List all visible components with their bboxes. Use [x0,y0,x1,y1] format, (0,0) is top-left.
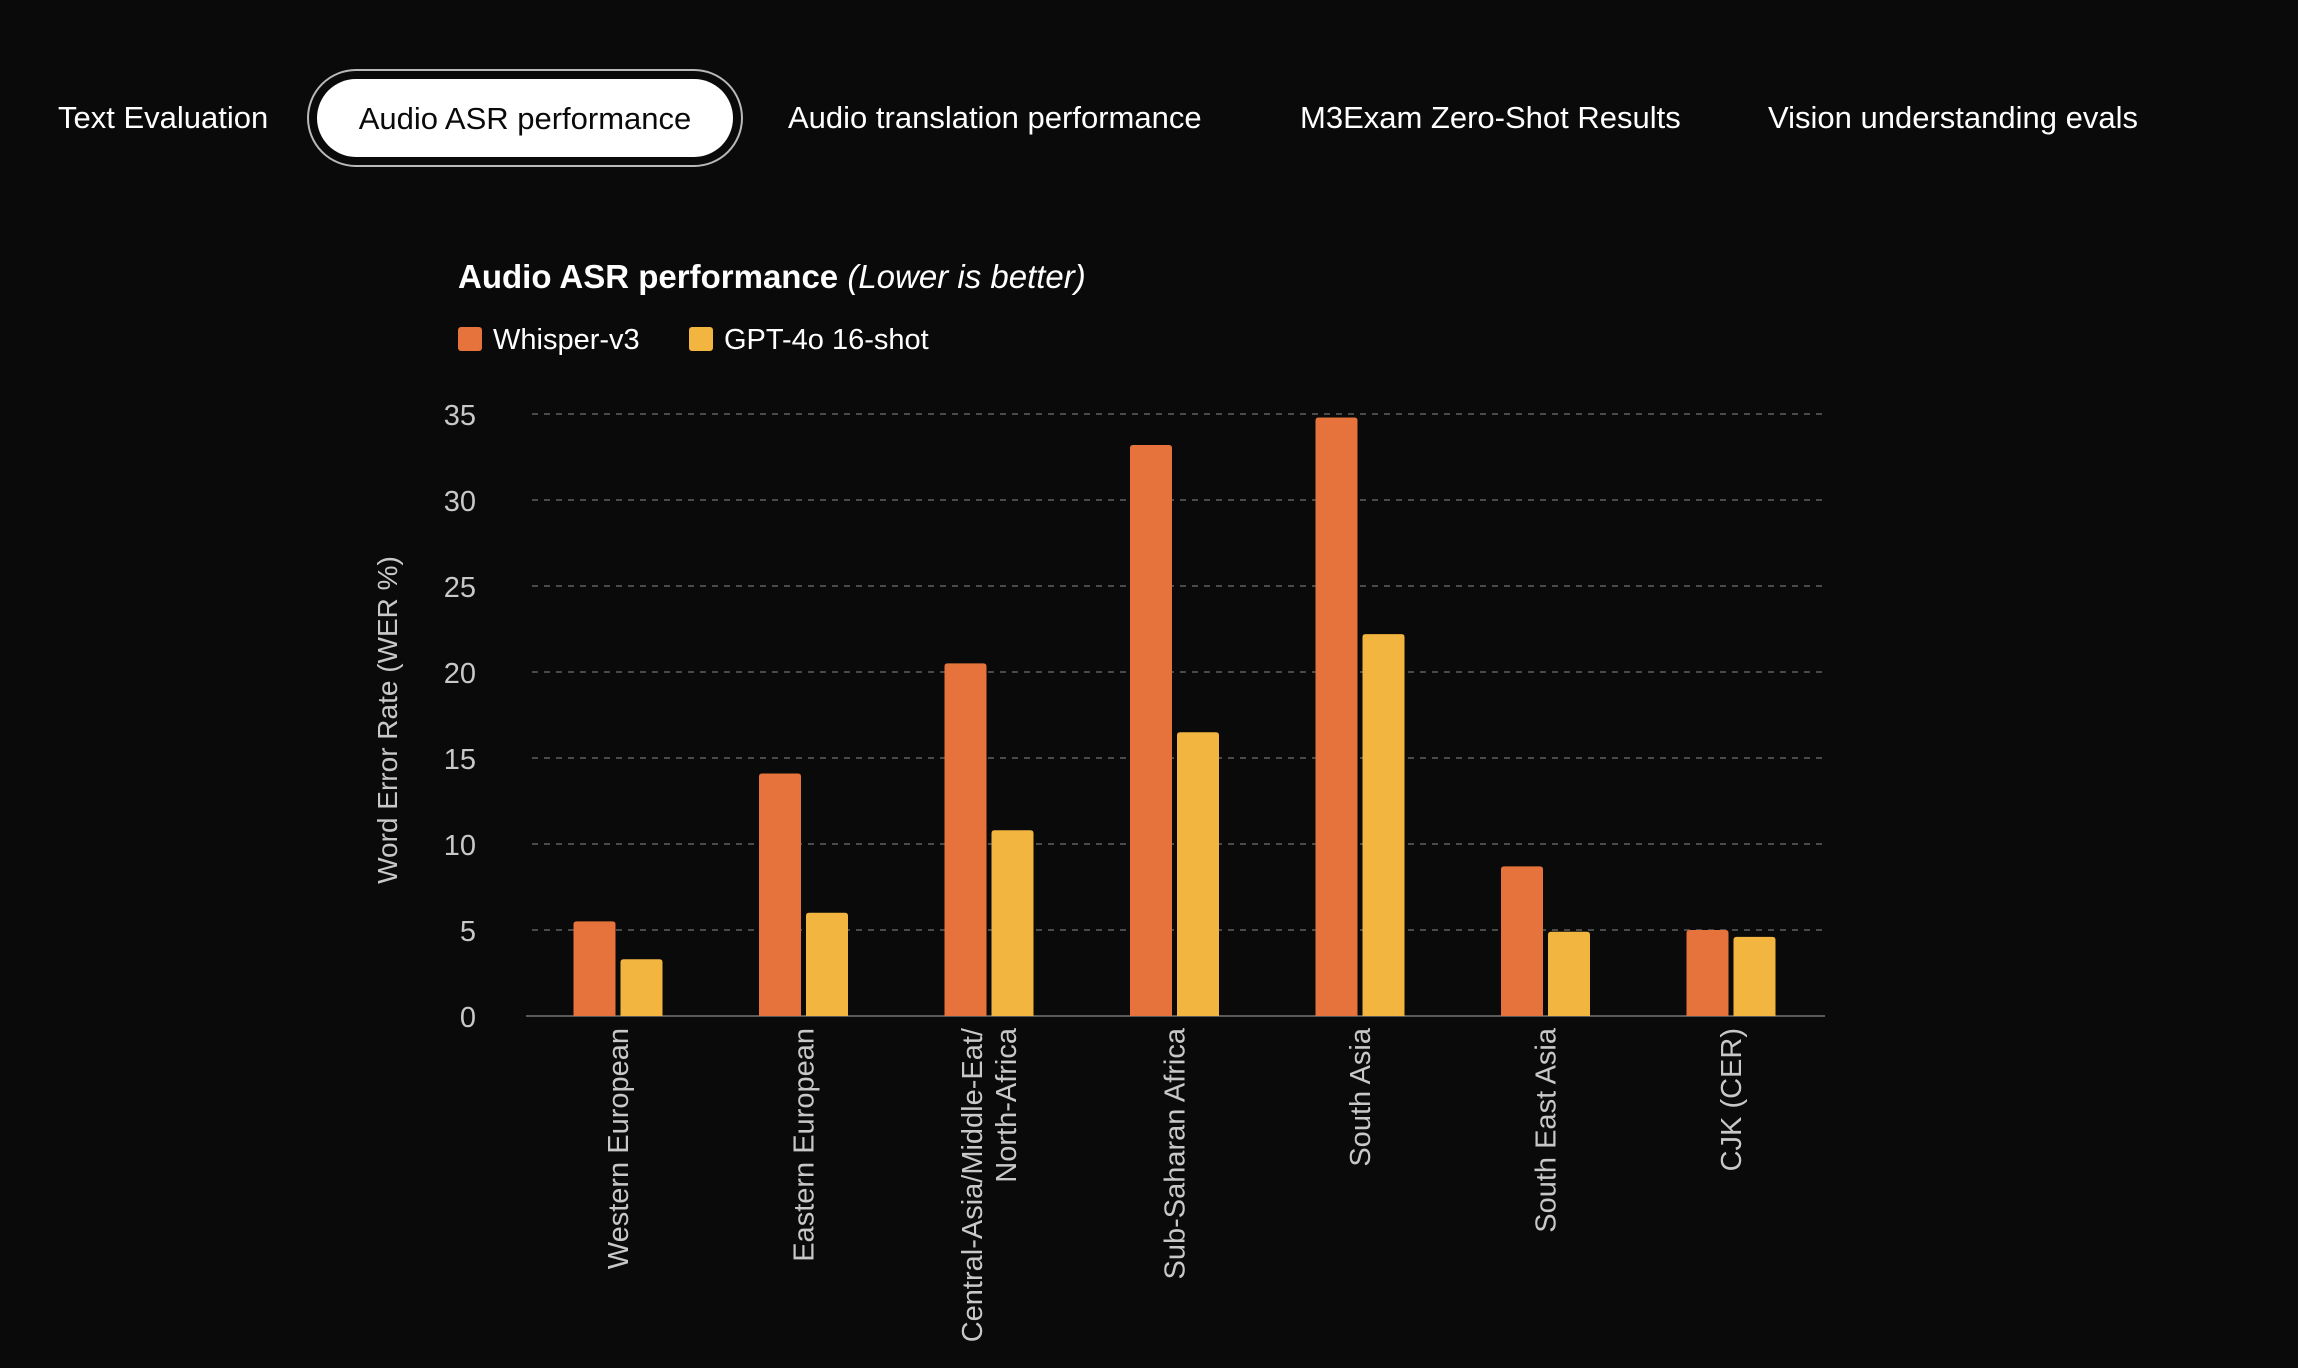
bar-gpt4o [1362,634,1405,1016]
bar-gpt4o [991,830,1034,1016]
tab-m3exam-zero-shot-results[interactable]: M3Exam Zero-Shot Results [1300,100,1681,135]
legend-label-gpt4o: GPT-4o 16-shot [724,324,929,356]
tab-bar: Text Evaluation Audio ASR performance Au… [0,64,2298,174]
tab-text-evaluation[interactable]: Text Evaluation [58,100,269,135]
y-tick-label: 0 [460,1002,476,1034]
legend-swatch-gpt4o [689,327,713,351]
tab-audio-translation-performance[interactable]: Audio translation performance [788,100,1202,135]
y-tick-label: 15 [444,744,476,776]
tab-vision-understanding-evals[interactable]: Vision understanding evals [1768,100,2138,135]
chart-subtitle: (Lower is better) [847,258,1086,295]
x-tick-label: CJK (CER) [1716,1028,1748,1171]
bar-gpt4o [1177,732,1219,1016]
bar-whisper [1501,866,1543,1016]
bar-whisper [1130,444,1172,1017]
tab-active-label: Audio ASR performance [317,79,733,157]
y-tick-label: 35 [444,400,476,432]
x-tick-label: North-Africa [991,1027,1023,1183]
x-tick-label: South East Asia [1531,1027,1563,1233]
y-axis-label: Word Error Rate (WER %) [372,556,403,884]
bar-whisper [1315,417,1358,1016]
legend-label-whisper: Whisper-v3 [493,324,640,356]
x-tick-label: South Asia [1345,1027,1377,1167]
bar-whisper [944,663,987,1016]
y-tick-label: 10 [444,830,476,862]
x-tick-label: Central-Asia/Middle-Eat/ [957,1027,989,1342]
chart-title-main: Audio ASR performance [458,258,839,295]
y-tick-label: 5 [460,916,476,948]
bar-whisper [1686,930,1729,1016]
legend-swatch-whisper [458,327,482,351]
y-tick-label: 30 [444,486,476,518]
chart-title: Audio ASR performance (Lower is better) [458,258,1086,296]
bar-whisper [573,921,616,1016]
bar-gpt4o [1733,936,1776,1016]
bar-gpt4o [806,912,848,1016]
bar-gpt4o [1548,931,1590,1016]
bar-whisper [759,773,801,1016]
y-tick-label: 20 [444,658,476,690]
tab-audio-asr-performance[interactable]: Audio ASR performance [307,69,743,167]
bar-gpt4o [620,959,663,1016]
x-tick-label: Western European [603,1028,635,1269]
y-tick-label: 25 [444,572,476,604]
x-tick-label: Eastern European [789,1028,821,1262]
x-tick-label: Sub-Saharan Africa [1160,1027,1192,1279]
